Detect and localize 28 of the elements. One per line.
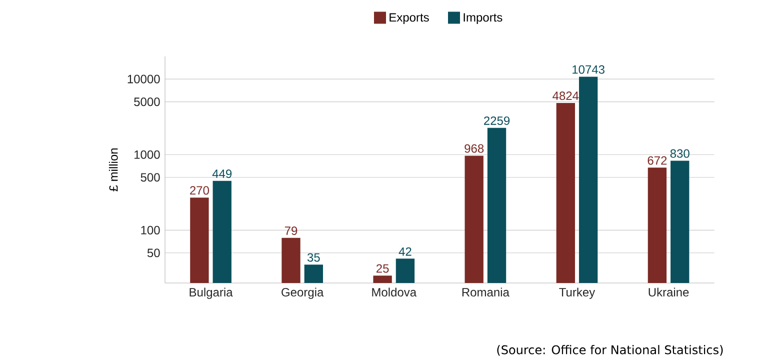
y-tick-label: 5000 (134, 98, 160, 106)
legend-label: Exports (390, 13, 429, 24)
data-label: 968 (464, 144, 484, 153)
data-label: 830 (670, 149, 690, 158)
y-tick-label: 100 (141, 226, 160, 234)
y-tick-label: 50 (147, 248, 160, 258)
data-label: 4824 (552, 92, 579, 100)
x-tick-label: Romania (462, 288, 510, 297)
y-tick-label: 1000 (134, 150, 160, 159)
data-label: 35 (307, 253, 320, 262)
x-tick-label: Turkey (559, 288, 596, 299)
legend-label: Imports (464, 13, 502, 24)
data-label: 79 (284, 226, 298, 235)
y-tick-label: 10000 (128, 74, 160, 84)
data-label: 449 (212, 169, 232, 178)
data-label: 25 (376, 264, 389, 273)
x-tick-label: Bulgaria (190, 288, 233, 299)
x-tick-label: Moldova (372, 288, 417, 297)
text: (Source: Office for National Statistics) (497, 345, 723, 356)
y-axis-title: £ million (108, 148, 118, 192)
data-label: 10743 (572, 65, 604, 74)
data-label: 672 (648, 156, 667, 165)
data-label: 270 (190, 186, 209, 195)
y-tick-label: 500 (140, 173, 160, 182)
data-label: 2259 (484, 116, 510, 125)
x-tick-label: Ukraine (648, 288, 689, 297)
data-label: 42 (398, 247, 412, 256)
x-tick-label: Georgia (282, 288, 324, 299)
